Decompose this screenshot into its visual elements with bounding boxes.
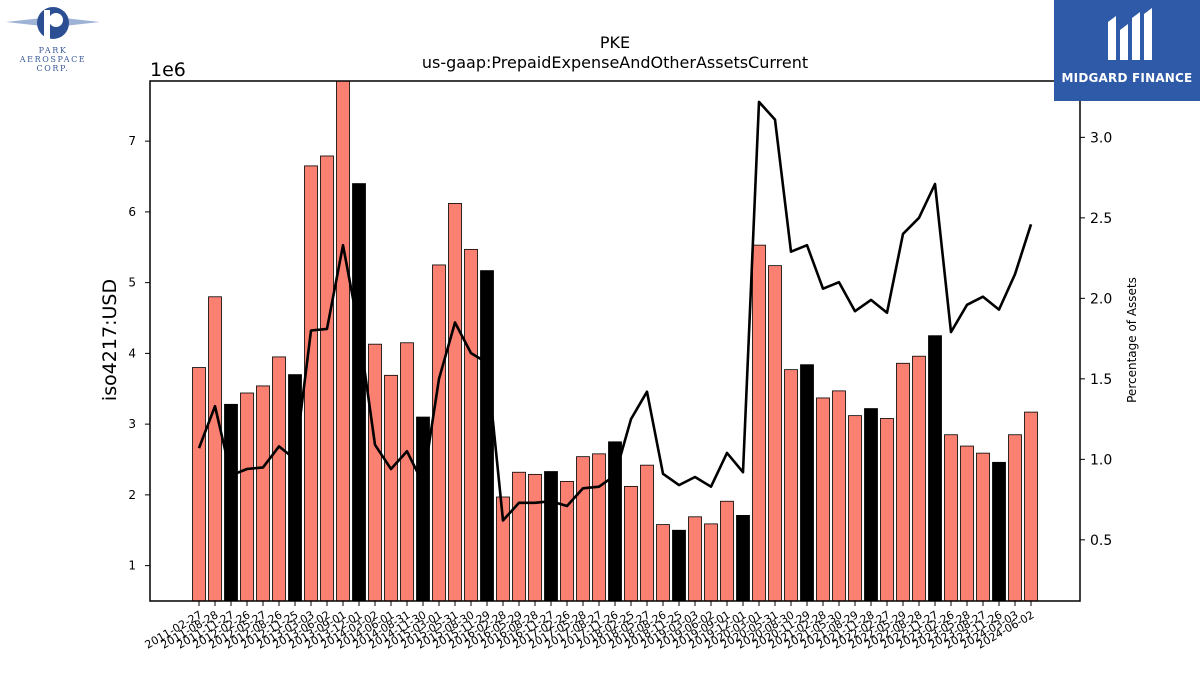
bar xyxy=(848,415,862,602)
bar xyxy=(224,403,238,602)
bar xyxy=(576,456,590,602)
bar xyxy=(640,464,654,602)
bar xyxy=(656,524,670,602)
x-axis-ticks: 2011-02-272011-08-282011-11-272012-02-26… xyxy=(143,601,1037,652)
y-tick-label: 1 xyxy=(128,559,136,573)
bar xyxy=(512,471,526,602)
bar xyxy=(304,165,318,602)
bar xyxy=(624,485,638,602)
chart-title: PKE xyxy=(600,33,630,52)
bar xyxy=(752,244,766,602)
bar xyxy=(1024,411,1038,602)
y2-axis-label: Percentage of Assets xyxy=(1125,277,1139,403)
y2-tick-label: 3.0 xyxy=(1090,130,1112,146)
y-tick-label: 6 xyxy=(128,205,136,219)
bar xyxy=(976,452,990,602)
bar xyxy=(480,270,494,602)
bar xyxy=(960,445,974,602)
y-scale-label: 1e6 xyxy=(150,59,186,81)
bar xyxy=(688,516,702,602)
bar xyxy=(592,453,606,602)
midgard-finance-logo: MIDGARD FINANCE xyxy=(1054,0,1200,101)
y2-tick-label: 2.5 xyxy=(1090,211,1112,227)
bar xyxy=(704,523,718,602)
y2-axis-ticks: 0.5 1.0 1.5 2.0 2.5 3.0 xyxy=(1080,130,1112,549)
y-tick-label: 3 xyxy=(128,417,136,431)
bar xyxy=(432,264,446,602)
y-tick-label: 2 xyxy=(128,488,136,502)
percentage-line xyxy=(197,100,1033,522)
bar xyxy=(912,355,926,602)
bar xyxy=(256,385,270,602)
bar xyxy=(192,367,206,602)
bar xyxy=(240,392,254,602)
y-tick-label: 7 xyxy=(128,134,136,148)
midgard-emblem-icon xyxy=(1108,8,1152,60)
bar xyxy=(368,343,382,602)
y2-tick-label: 1.0 xyxy=(1090,452,1112,468)
bar xyxy=(384,374,398,602)
bar xyxy=(928,335,942,602)
bar xyxy=(992,461,1006,602)
y2-tick-label: 0.5 xyxy=(1090,533,1112,549)
bar-series xyxy=(192,80,1038,602)
park-logo-line-1: PARK xyxy=(38,46,68,55)
y-axis-ticks: 1 2 3 4 5 6 7 xyxy=(128,134,150,573)
bar xyxy=(784,369,798,602)
percentage-line-series xyxy=(197,100,1033,522)
y-axis-label: iso4217:USD xyxy=(99,279,121,401)
bar xyxy=(464,248,478,602)
bar xyxy=(672,529,686,602)
bar xyxy=(400,342,414,602)
bar xyxy=(896,362,910,602)
park-logo-line-2: AEROSPACE xyxy=(19,55,87,64)
y2-tick-label: 2.0 xyxy=(1090,291,1112,307)
park-emblem-icon xyxy=(6,7,100,42)
y-tick-label: 4 xyxy=(128,346,136,360)
park-aerospace-logo: PARK AEROSPACE CORP. xyxy=(4,4,102,78)
bar xyxy=(336,80,350,602)
bar xyxy=(944,434,958,602)
midgard-brand-name: MIDGARD FINANCE xyxy=(1061,71,1193,85)
bar xyxy=(864,408,878,602)
bar xyxy=(608,441,622,602)
chart-subtitle: us-gaap:PrepaidExpenseAndOtherAssetsCurr… xyxy=(422,53,808,72)
bar xyxy=(544,471,558,602)
bar xyxy=(416,416,430,602)
y-tick-label: 5 xyxy=(128,276,136,290)
bar xyxy=(720,500,734,602)
plot-frame xyxy=(149,80,1081,602)
bar xyxy=(320,155,334,602)
bar xyxy=(832,390,846,602)
y2-tick-label: 1.5 xyxy=(1090,372,1112,388)
bar xyxy=(208,296,222,602)
bar xyxy=(736,514,750,602)
bar xyxy=(272,356,286,602)
bar xyxy=(800,364,814,602)
bar xyxy=(768,265,782,602)
bar xyxy=(528,473,542,602)
park-logo-line-3: CORP. xyxy=(36,64,70,73)
bar xyxy=(448,202,462,602)
bar xyxy=(880,418,894,602)
bar xyxy=(1008,434,1022,602)
bar xyxy=(816,397,830,602)
bar xyxy=(352,183,366,602)
bar xyxy=(288,374,302,602)
